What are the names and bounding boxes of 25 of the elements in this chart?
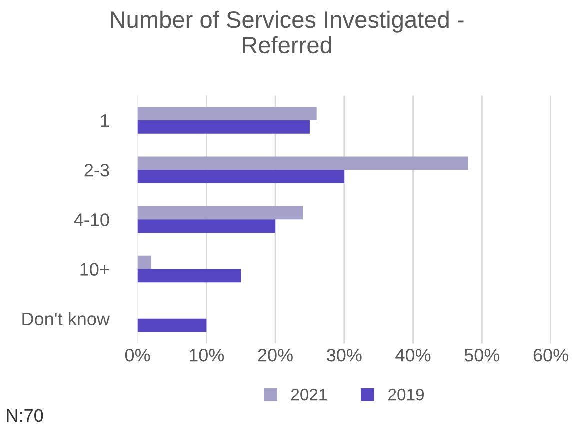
x-tick-label: 0% [125,348,150,362]
y-tick-label: 4-10 [74,214,110,226]
x-tick-label: 60% [534,348,568,362]
bar [138,256,152,270]
bar [138,269,242,283]
bar [138,206,304,220]
y-tick-label: 1 [101,114,110,128]
x-tick-label: 30% [327,348,362,362]
bar [138,120,310,134]
x-tick-label: 10% [190,348,224,362]
x-tick-label: 50% [464,348,500,362]
text: N:70 [7,409,44,422]
bar [138,220,276,234]
x-tick-label: 40% [396,348,431,362]
bar [138,318,207,332]
y-tick-label: 2-3 [84,164,110,177]
legend-label: 2019 [388,388,424,401]
bar [138,156,468,170]
chart-title: Number of Services Investigated - Referred [111,10,464,54]
x-tick-label: 20% [258,348,293,362]
bar [138,107,317,120]
legend-label: 2021 [292,388,327,401]
y-tick-label: Don't know [22,312,110,326]
y-tick-label: 10+ [80,263,110,276]
bar [138,170,344,184]
